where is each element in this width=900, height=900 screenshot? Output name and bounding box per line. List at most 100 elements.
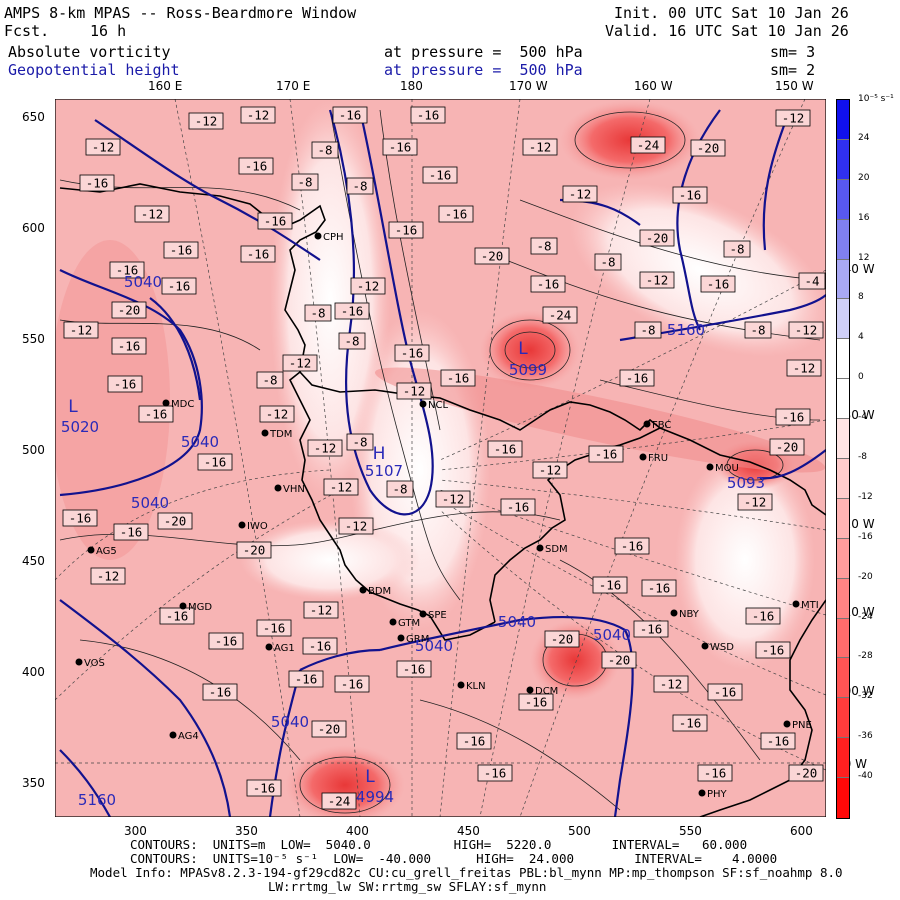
svg-text:-12: -12 bbox=[314, 441, 337, 456]
station-marker[interactable]: FRU bbox=[639, 453, 669, 464]
vorticity-label: -12 bbox=[786, 359, 822, 377]
station-marker[interactable]: AG4 bbox=[169, 731, 199, 742]
svg-text:-12: -12 bbox=[289, 356, 312, 371]
station-label: FRU bbox=[648, 453, 668, 464]
station-dot-icon bbox=[670, 609, 678, 617]
x-tick-label: 550 bbox=[679, 824, 702, 838]
colorbar-cell bbox=[836, 737, 850, 779]
colorbar-cell bbox=[836, 657, 850, 699]
svg-text:-16: -16 bbox=[704, 766, 727, 781]
station-dot-icon bbox=[169, 731, 177, 739]
colorbar-tick-label: -20 bbox=[858, 571, 873, 582]
field2-smooth: sm= 2 bbox=[770, 61, 816, 79]
svg-text:-24: -24 bbox=[637, 138, 660, 153]
svg-text:-16: -16 bbox=[679, 716, 702, 731]
vorticity-label: -12 bbox=[396, 382, 432, 400]
height-label: 5099 bbox=[509, 361, 547, 379]
svg-text:-8: -8 bbox=[262, 373, 277, 388]
station-marker[interactable]: SPE bbox=[419, 610, 447, 621]
station-marker[interactable]: MGD bbox=[179, 602, 213, 613]
station-marker[interactable]: DCM bbox=[526, 686, 559, 697]
vorticity-label: -16 bbox=[79, 174, 115, 192]
station-marker[interactable]: GTM bbox=[389, 618, 421, 629]
svg-text:-16: -16 bbox=[679, 188, 702, 203]
station-marker[interactable]: AG1 bbox=[265, 643, 295, 654]
station-marker[interactable]: IWO bbox=[238, 521, 268, 532]
svg-text:-16: -16 bbox=[507, 500, 530, 515]
station-marker[interactable]: MOU bbox=[706, 463, 739, 474]
colorbar-tick-label: -32 bbox=[858, 691, 873, 702]
vorticity-label: -16 bbox=[456, 732, 492, 750]
vorticity-label: -16 bbox=[332, 106, 368, 124]
svg-text:-16: -16 bbox=[309, 639, 332, 654]
low-vorticity-region bbox=[240, 520, 420, 600]
vorticity-label: -12 bbox=[562, 185, 598, 203]
vorticity-label: -16 bbox=[745, 607, 781, 625]
colorbar-tick-label: 8 bbox=[858, 292, 864, 303]
vorticity-label: -8 bbox=[304, 304, 332, 322]
colorbar-cell bbox=[836, 338, 850, 380]
station-marker[interactable]: KLN bbox=[457, 681, 486, 692]
svg-text:-12: -12 bbox=[646, 273, 669, 288]
station-label: CPH bbox=[323, 232, 344, 243]
vorticity-label: -16 bbox=[700, 275, 736, 293]
station-dot-icon bbox=[419, 610, 427, 618]
svg-text:-16: -16 bbox=[395, 223, 418, 238]
svg-text:-16: -16 bbox=[463, 734, 486, 749]
vorticity-label: -16 bbox=[760, 732, 796, 750]
station-label: AG1 bbox=[274, 643, 295, 654]
colorbar-units: 10⁻⁵ s⁻¹ bbox=[858, 94, 894, 104]
colorbar-tick-label: -24 bbox=[858, 611, 873, 622]
station-marker[interactable]: TDM bbox=[261, 429, 293, 440]
svg-text:-12: -12 bbox=[92, 140, 115, 155]
station-marker[interactable]: VHN bbox=[274, 484, 305, 495]
station-marker[interactable]: VOS bbox=[75, 658, 105, 669]
station-marker[interactable]: SDM bbox=[536, 544, 568, 555]
svg-text:-8: -8 bbox=[640, 323, 655, 338]
svg-text:-16: -16 bbox=[484, 766, 507, 781]
vorticity-label: -16 bbox=[334, 302, 370, 320]
vorticity-label: -12 bbox=[188, 112, 224, 130]
station-label: DCM bbox=[535, 686, 558, 697]
station-marker[interactable]: GRM bbox=[397, 634, 430, 645]
station-marker[interactable]: MTI bbox=[792, 600, 819, 611]
forecast-label: Fcst. bbox=[4, 22, 50, 40]
vorticity-label: -16 bbox=[159, 607, 195, 625]
colorbar-tick-label: -16 bbox=[858, 531, 873, 542]
station-marker[interactable]: AG5 bbox=[87, 546, 117, 557]
svg-text:-20: -20 bbox=[551, 632, 574, 647]
station-marker[interactable]: FBC bbox=[643, 420, 672, 431]
vorticity-label: -12 bbox=[85, 138, 121, 156]
svg-text:-20: -20 bbox=[243, 543, 266, 558]
vorticity-label: -16 bbox=[109, 261, 145, 279]
vorticity-label: -12 bbox=[338, 517, 374, 535]
station-dot-icon bbox=[75, 658, 83, 666]
svg-text:-16: -16 bbox=[341, 677, 364, 692]
height-label: 5040 bbox=[271, 713, 309, 731]
svg-text:-16: -16 bbox=[782, 410, 805, 425]
vorticity-label: -16 bbox=[161, 277, 197, 295]
station-marker[interactable]: NCL bbox=[419, 400, 449, 411]
vorticity-label: -16 bbox=[394, 344, 430, 362]
svg-text:-16: -16 bbox=[69, 511, 92, 526]
station-marker[interactable]: MDC bbox=[162, 399, 195, 410]
station-dot-icon bbox=[698, 789, 706, 797]
x-tick-label: 300 bbox=[124, 824, 147, 838]
station-dot-icon bbox=[792, 600, 800, 608]
svg-text:-20: -20 bbox=[164, 514, 187, 529]
svg-text:-20: -20 bbox=[608, 653, 631, 668]
svg-text:-16: -16 bbox=[537, 277, 560, 292]
station-marker[interactable]: NBY bbox=[670, 609, 700, 620]
colorbar-tick-label: 20 bbox=[858, 172, 870, 183]
station-marker[interactable]: PNE bbox=[783, 720, 812, 731]
colorbar-cell bbox=[836, 577, 850, 620]
station-marker[interactable]: BDM bbox=[359, 586, 392, 597]
svg-text:-8: -8 bbox=[310, 306, 325, 321]
station-dot-icon bbox=[706, 463, 714, 471]
colorbar-tick-label: -4 bbox=[858, 412, 867, 423]
station-marker[interactable]: CPH bbox=[314, 232, 344, 243]
station-label: MTI bbox=[801, 600, 819, 611]
vorticity-label: -24 bbox=[542, 306, 578, 324]
station-marker[interactable]: WSD bbox=[701, 642, 735, 653]
station-marker[interactable]: PHY bbox=[698, 789, 728, 800]
